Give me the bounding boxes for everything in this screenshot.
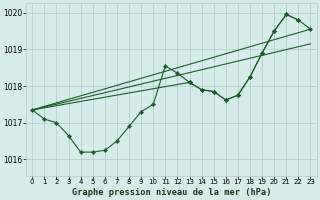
X-axis label: Graphe pression niveau de la mer (hPa): Graphe pression niveau de la mer (hPa) xyxy=(72,188,271,197)
